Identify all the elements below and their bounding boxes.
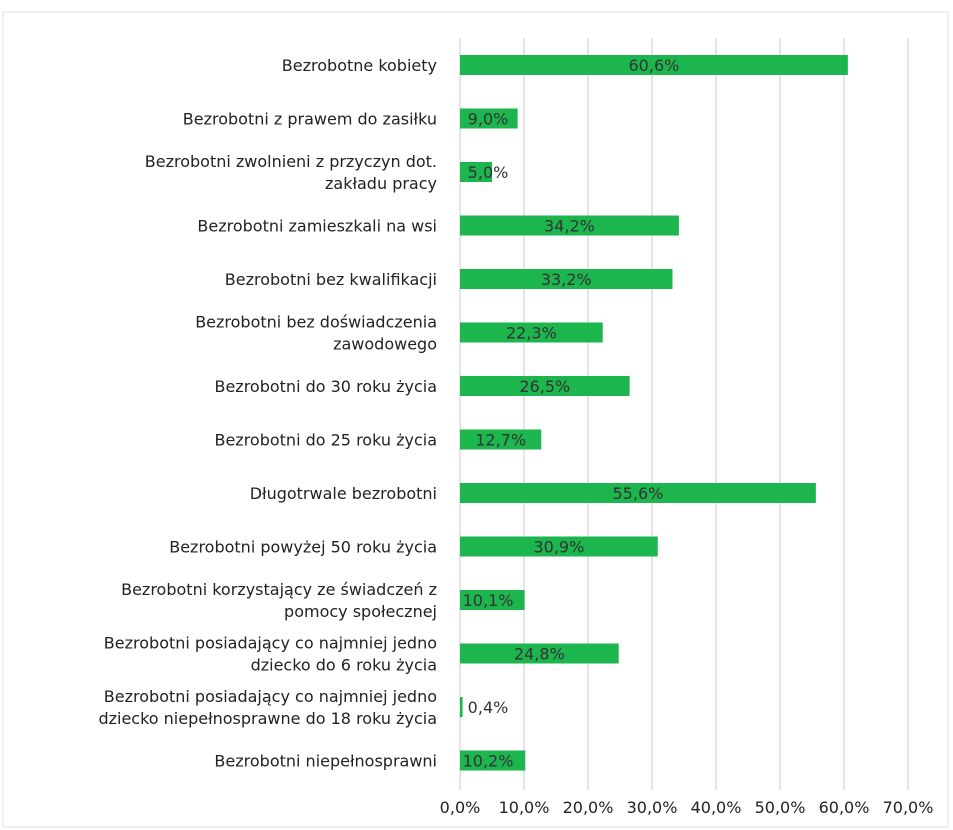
x-axis-tick-labels: 0,0% 10,0% 20,0% 30,0% 40,0% 50,0% 60,0% 70,0% [440, 798, 934, 817]
bar [460, 55, 848, 75]
bar [460, 750, 526, 771]
bar [460, 376, 630, 396]
chart-frame [2, 11, 949, 828]
category-label: Bezrobotni do 25 roku życia [214, 431, 437, 450]
x-tick-label: 0,0% [440, 798, 481, 817]
bar [460, 697, 463, 717]
category-label: Bezrobotni bez doświadczenia zawodowego [195, 313, 437, 354]
category-labels: Bezrobotne kobiety Bezrobotni z prawem do… [98, 56, 437, 771]
data-label: 9,0% [468, 110, 509, 129]
x-tick-label: 30,0% [627, 798, 678, 817]
category-label: Bezrobotni korzystający ze świadczeń z po… [121, 580, 437, 621]
data-label: 0,4% [468, 698, 509, 717]
x-tick-label: 60,0% [819, 798, 870, 817]
bars [460, 55, 848, 771]
x-tick-label: 10,0% [499, 798, 550, 817]
category-label: Bezrobotni do 30 roku życia [214, 377, 437, 396]
data-label: 24,8% [514, 645, 565, 664]
category-label: Bezrobotni zamieszkali na wsi [197, 217, 437, 236]
category-label: Bezrobotni z prawem do zasiłku [183, 110, 437, 129]
data-label: 34,2% [544, 217, 595, 236]
data-label: 22,3% [506, 324, 557, 343]
category-label: Bezrobotni zwolnieni z przyczyn dot. zakł… [145, 152, 437, 193]
bar [460, 590, 525, 610]
bar [460, 429, 542, 450]
category-label: Bezrobotni posiadający co najmniej jedno… [104, 634, 437, 675]
category-label: Bezrobotne kobiety [282, 56, 437, 75]
data-label: 12,7% [475, 431, 526, 450]
x-tick-label: 50,0% [755, 798, 806, 817]
data-label: 60,6% [629, 56, 680, 75]
category-label: Bezrobotni powyżej 50 roku życia [169, 538, 437, 557]
data-labels: 60,6% 9,0% 5,0% 34,2% 33,2% 22,3% 26,5% 12,7% 55… [463, 56, 680, 771]
x-tick-label: 40,0% [691, 798, 742, 817]
bar [460, 215, 679, 236]
bar [460, 269, 673, 289]
category-label: Bezrobotni posiadający co najmniej jedno… [98, 687, 437, 728]
bar [460, 643, 619, 664]
data-label: 55,6% [613, 484, 664, 503]
data-label: 33,2% [541, 270, 592, 289]
category-label: Bezrobotni niepełnosprawni [214, 752, 437, 771]
x-tick-label: 70,0% [883, 798, 934, 817]
bar [460, 108, 518, 129]
bar [460, 162, 492, 182]
category-label: Długotrwale bezrobotni [250, 484, 437, 503]
data-label: 10,2% [463, 752, 514, 771]
x-tick-label: 20,0% [563, 798, 614, 817]
bar [460, 536, 658, 557]
bar [460, 322, 603, 343]
bar [460, 483, 816, 503]
data-label: 5,0% [468, 163, 509, 182]
data-label: 26,5% [519, 377, 570, 396]
data-label: 30,9% [533, 538, 584, 557]
category-label: Bezrobotni bez kwalifikacji [225, 270, 437, 289]
data-label: 10,1% [463, 591, 514, 610]
